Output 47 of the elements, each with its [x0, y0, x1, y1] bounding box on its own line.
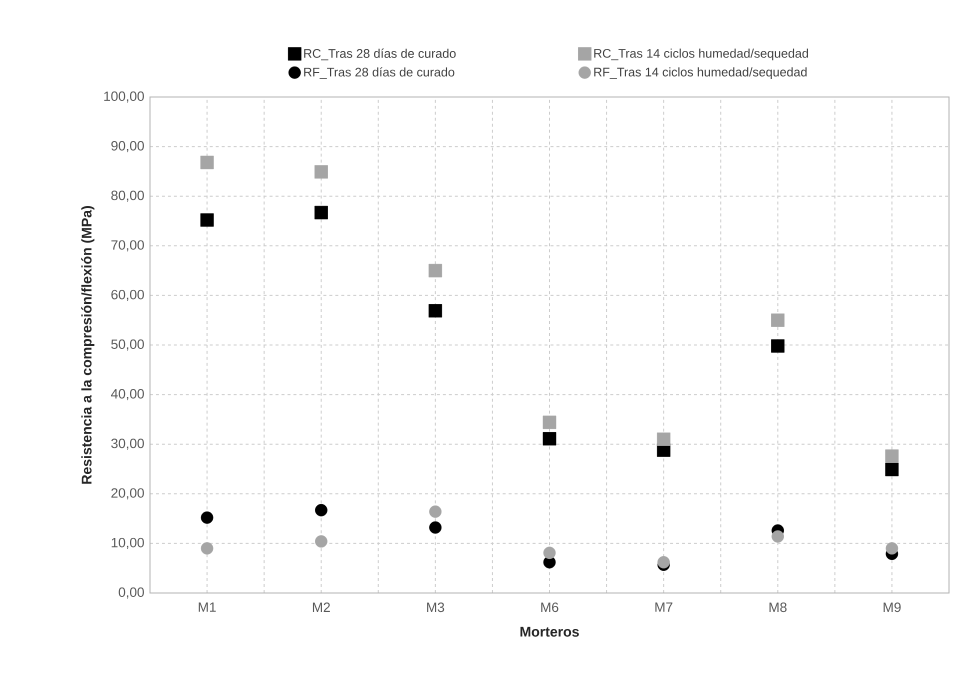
x-tick-label: M2	[312, 602, 330, 612]
point	[543, 546, 556, 560]
point	[771, 339, 784, 353]
x-tick-label: M8	[770, 602, 787, 612]
point	[314, 165, 328, 179]
point	[428, 304, 442, 318]
y-tick-label: 30,00	[111, 438, 144, 450]
point	[429, 505, 442, 518]
point	[542, 432, 556, 446]
point	[200, 511, 214, 524]
point	[885, 462, 899, 476]
point	[656, 432, 670, 446]
x-tick-label: M1	[198, 602, 216, 612]
y-tick-label: 90,00	[111, 141, 144, 152]
point	[657, 556, 670, 568]
legend-label: RC_Tras 14 ciclos humedad/sequedad	[594, 48, 808, 60]
point	[200, 156, 214, 170]
x-axis-title: Morteros	[520, 626, 579, 637]
point	[314, 206, 328, 220]
point	[428, 264, 442, 278]
legend-label: RF_Tras 28 días de curado	[304, 67, 454, 79]
point	[885, 449, 899, 463]
y-tick-label: 60,00	[111, 290, 144, 301]
y-tick-label: 10,00	[112, 538, 144, 549]
x-tick-label: M6	[541, 602, 558, 612]
point	[542, 416, 556, 430]
point	[886, 542, 898, 555]
x-tick-label: M3	[427, 602, 444, 612]
point	[315, 535, 328, 548]
x-tick-label: M7	[655, 602, 672, 612]
y-tick-label: 0,00	[118, 587, 144, 599]
y-tick-label: 100,00	[104, 91, 144, 103]
point	[771, 314, 784, 327]
y-tick-label: 40,00	[111, 389, 144, 400]
point	[315, 504, 328, 516]
y-tick-label: 20,00	[111, 488, 144, 500]
y-tick-label: 50,00	[111, 339, 144, 351]
legend-label: RF_Tras 14 ciclos humedad/sequedad	[594, 67, 807, 79]
point	[429, 521, 442, 534]
x-tick-label: M9	[884, 602, 901, 612]
point	[200, 213, 214, 227]
y-tick-label: 80,00	[111, 190, 144, 202]
point	[772, 530, 784, 543]
legend-label: RC_Tras 28 días de curado	[304, 48, 456, 60]
y-tick-label: 70,00	[111, 240, 144, 252]
point	[200, 542, 214, 555]
y-axis-title: Resistencia a la compresión/flexión (MPa)	[81, 206, 94, 484]
